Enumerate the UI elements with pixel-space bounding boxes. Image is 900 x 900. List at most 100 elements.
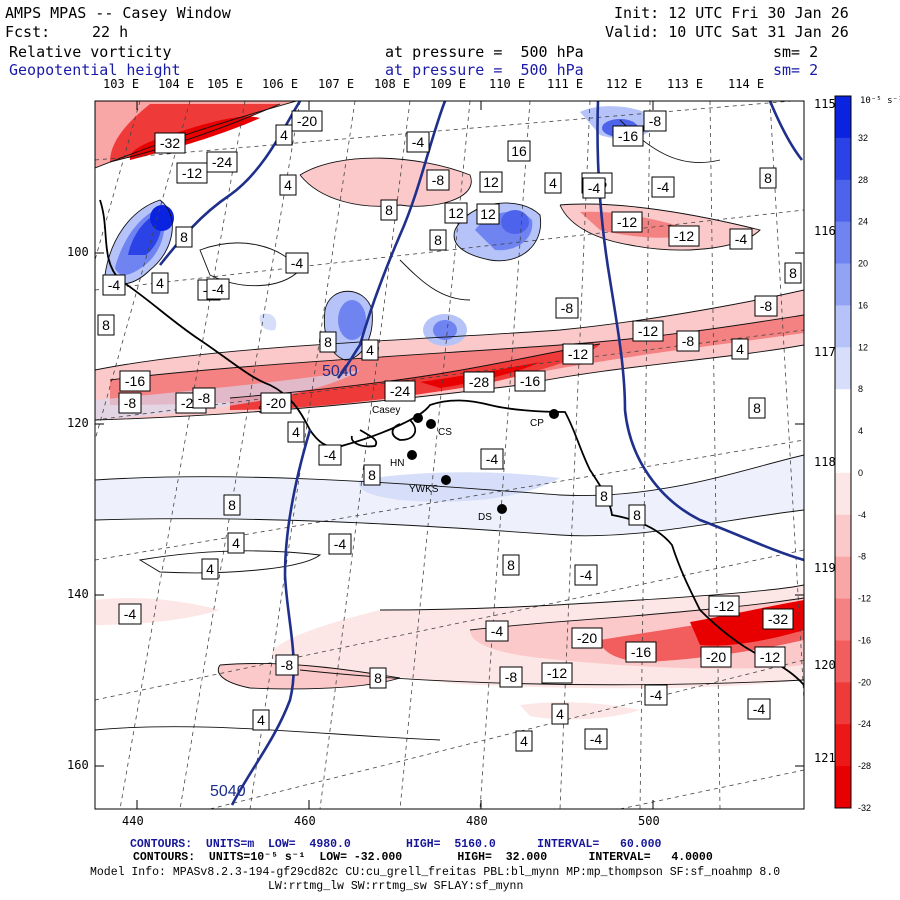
station-casey[interactable]: Casey bbox=[372, 405, 423, 423]
vorticity-label-text: -4 bbox=[753, 701, 766, 717]
vorticity-label-text: 4 bbox=[292, 424, 300, 440]
colorbar-swatch bbox=[835, 137, 851, 181]
colorbar-tick-label: 16 bbox=[858, 300, 868, 310]
vorticity-label: 4 bbox=[287, 421, 305, 443]
vorticity-label-text: -4 bbox=[291, 255, 304, 271]
colorbar-tick-label: -24 bbox=[858, 719, 871, 729]
vorticity-label-text: -4 bbox=[735, 231, 748, 247]
vorticity-label: 8 bbox=[748, 397, 766, 419]
vorticity-label: 8 bbox=[595, 485, 613, 507]
station-label: Casey bbox=[372, 405, 400, 416]
vorticity-label-box bbox=[223, 494, 241, 516]
vorticity-label: -4 bbox=[747, 698, 771, 720]
vorticity-label-text: -12 bbox=[760, 649, 780, 665]
vorticity-label-box bbox=[279, 174, 297, 196]
x-tick-label: 500 bbox=[638, 814, 660, 828]
vorticity-label-box bbox=[102, 274, 126, 296]
vorticity-label-box bbox=[363, 464, 381, 486]
vorticity-label-text: -8 bbox=[505, 669, 518, 685]
colorbar-tick-label: -32 bbox=[858, 803, 871, 813]
vorticity-label: -12 bbox=[611, 211, 643, 233]
colorbar-tick-label: 8 bbox=[858, 384, 863, 394]
model-info-physics: LW:rrtmg_lw SW:rrtmg_sw SFLAY:sf_mynn bbox=[268, 880, 524, 893]
station-ds[interactable]: DS bbox=[478, 504, 507, 523]
vorticity-label-text: -16 bbox=[618, 128, 638, 144]
station-dot[interactable] bbox=[441, 475, 451, 485]
vorticity-label-text: 8 bbox=[434, 232, 442, 248]
vorticity-label: -4 bbox=[651, 176, 675, 198]
vorticity-label-text: -4 bbox=[650, 687, 663, 703]
vorticity-label-text: 12 bbox=[480, 206, 496, 222]
vorticity-label-box bbox=[700, 646, 732, 668]
station-hn[interactable]: HN bbox=[390, 450, 417, 469]
vorticity-label-text: -4 bbox=[324, 447, 337, 463]
vorticity-label: -4 bbox=[729, 228, 753, 250]
vorticity-label-text: 4 bbox=[366, 342, 374, 358]
vorticity-label-text: -8 bbox=[561, 300, 574, 316]
vorticity-label-text: -12 bbox=[638, 323, 658, 339]
vorticity-label-box bbox=[651, 176, 675, 198]
vorticity-label: 4 bbox=[731, 338, 749, 360]
vorticity-label-box bbox=[759, 167, 777, 189]
vorticity-label-box bbox=[625, 641, 657, 663]
vorticity-label: -32 bbox=[762, 608, 794, 630]
vorticity-label: -16 bbox=[119, 370, 151, 392]
vorticity-label-text: 8 bbox=[789, 265, 797, 281]
vorticity-label: -8 bbox=[192, 387, 216, 409]
vorticity-label-text: -12 bbox=[674, 228, 694, 244]
lon-label: 103 E bbox=[103, 77, 140, 91]
field2-name: Geopotential height bbox=[9, 61, 181, 79]
station-ywks[interactable]: YWKS bbox=[409, 475, 451, 495]
vorticity-label-box bbox=[97, 314, 115, 336]
vorticity-label-text: 4 bbox=[280, 127, 288, 143]
vorticity-label-box bbox=[260, 392, 292, 414]
vorticity-label: -4 bbox=[582, 177, 606, 199]
vorticity-label-box bbox=[754, 295, 778, 317]
colorbar-swatch bbox=[835, 556, 851, 600]
vorticity-label-text: -16 bbox=[631, 644, 651, 660]
vorticity-label-box bbox=[595, 485, 613, 507]
vorticity-label: -8 bbox=[275, 654, 299, 676]
vorticity-label-text: -16 bbox=[520, 373, 540, 389]
vorticity-label-text: 8 bbox=[368, 467, 376, 483]
vorticity-label-text: -20 bbox=[297, 113, 317, 129]
vorticity-label-box bbox=[176, 162, 208, 184]
height-contour-label: 5040 bbox=[322, 363, 358, 380]
colorbar-tick-label: 20 bbox=[858, 259, 868, 269]
station-dot[interactable] bbox=[413, 413, 423, 423]
axis-ticks bbox=[95, 101, 804, 809]
vorticity-label: -12 bbox=[541, 662, 573, 684]
x-tick-label: 480 bbox=[466, 814, 488, 828]
vorticity-label: -20 bbox=[571, 627, 603, 649]
vorticity-label: -4 bbox=[480, 448, 504, 470]
vorticity-label: -8 bbox=[499, 666, 523, 688]
vorticity-label-text: -24 bbox=[390, 383, 410, 399]
init-time: Init: 12 UTC Fri 30 Jan 26 bbox=[614, 4, 849, 22]
vorticity-label-box bbox=[582, 177, 606, 199]
vorticity-label-text: 8 bbox=[753, 400, 761, 416]
colorbar-unit: 10⁻⁵ s⁻¹ bbox=[860, 96, 900, 106]
vorticity-label: 4 bbox=[227, 532, 245, 554]
lon-label: 104 E bbox=[158, 77, 195, 91]
vorticity-label-box bbox=[444, 202, 468, 224]
field2-smoothing: sm= 2 bbox=[773, 61, 819, 79]
station-cs[interactable]: CS bbox=[426, 419, 452, 438]
vorticity-label: 8 bbox=[97, 314, 115, 336]
colorbar-swatch bbox=[835, 682, 851, 725]
vorticity-label-box bbox=[291, 110, 323, 132]
vorticity-label-box bbox=[406, 131, 430, 153]
station-label: DS bbox=[478, 512, 492, 523]
vorticity-label-box bbox=[192, 387, 216, 409]
vorticity-label-text: 8 bbox=[324, 334, 332, 350]
colorbar-frame bbox=[834, 95, 852, 809]
vorticity-label-text: -4 bbox=[657, 179, 670, 195]
station-dot[interactable] bbox=[549, 409, 559, 419]
vorticity-label-text: 8 bbox=[507, 557, 515, 573]
station-dot[interactable] bbox=[407, 450, 417, 460]
vorticity-label-text: -4 bbox=[580, 567, 593, 583]
station-dot[interactable] bbox=[497, 504, 507, 514]
vorticity-label-box bbox=[515, 730, 533, 752]
station-dot[interactable] bbox=[426, 419, 436, 429]
station-cp[interactable]: CP bbox=[530, 409, 559, 429]
